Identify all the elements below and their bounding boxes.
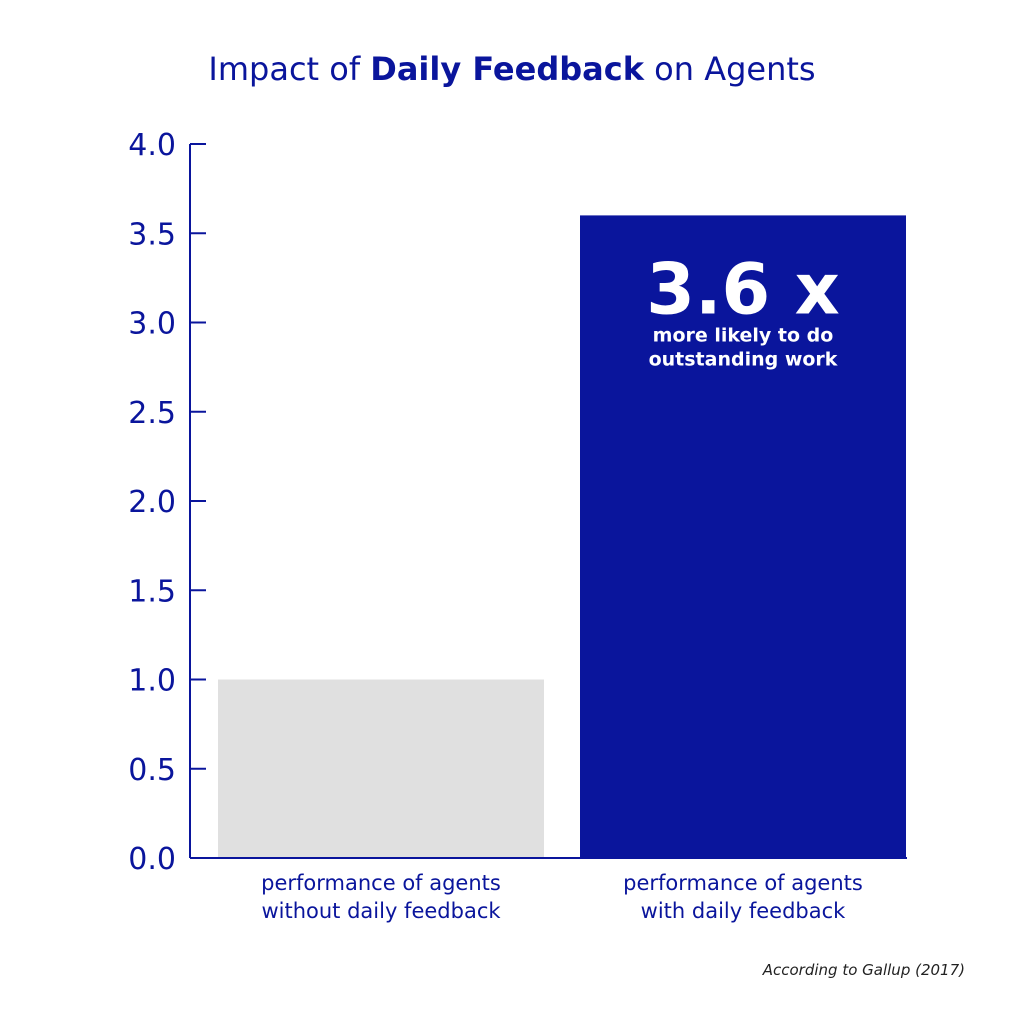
chart-title-emphasis: Daily Feedback — [370, 50, 644, 88]
y-tick-label: 2.5 — [128, 396, 176, 431]
chart-title-suffix: on Agents — [644, 50, 816, 88]
chart-title-prefix: Impact of — [208, 50, 370, 88]
annotation-line-2: outstanding work — [649, 348, 838, 370]
category-label: performance of agents — [623, 871, 863, 895]
annotation-line-1: more likely to do — [653, 324, 834, 346]
y-tick-label: 0.0 — [128, 842, 176, 877]
category-label: without daily feedback — [261, 899, 501, 923]
y-tick-label: 2.0 — [128, 485, 176, 520]
annotation-multiplier: 3.6 x — [646, 248, 840, 330]
y-ticks: 0.0 0.5 1.0 1.5 2.0 2.5 3.0 3.5 4.0 — [128, 128, 206, 877]
y-tick-label: 1.5 — [128, 574, 176, 609]
y-tick-label: 0.5 — [128, 753, 176, 788]
category-labels: performance of agents without daily feedb… — [261, 871, 863, 923]
category-label: performance of agents — [261, 871, 501, 895]
y-tick-label: 3.0 — [128, 307, 176, 342]
bar-with-daily-feedback — [580, 215, 906, 858]
category-label: with daily feedback — [641, 899, 847, 923]
chart-title: Impact of Daily Feedback on Agents — [208, 50, 815, 88]
y-tick-label: 3.5 — [128, 217, 176, 252]
annotation-layer: 3.6 x more likely to do outstanding work — [646, 248, 840, 370]
bars-layer — [218, 215, 906, 858]
bar-without-daily-feedback — [218, 679, 544, 858]
y-tick-label: 1.0 — [128, 664, 176, 699]
y-tick-label: 4.0 — [128, 128, 176, 163]
source-note: According to Gallup (2017) — [762, 961, 965, 979]
